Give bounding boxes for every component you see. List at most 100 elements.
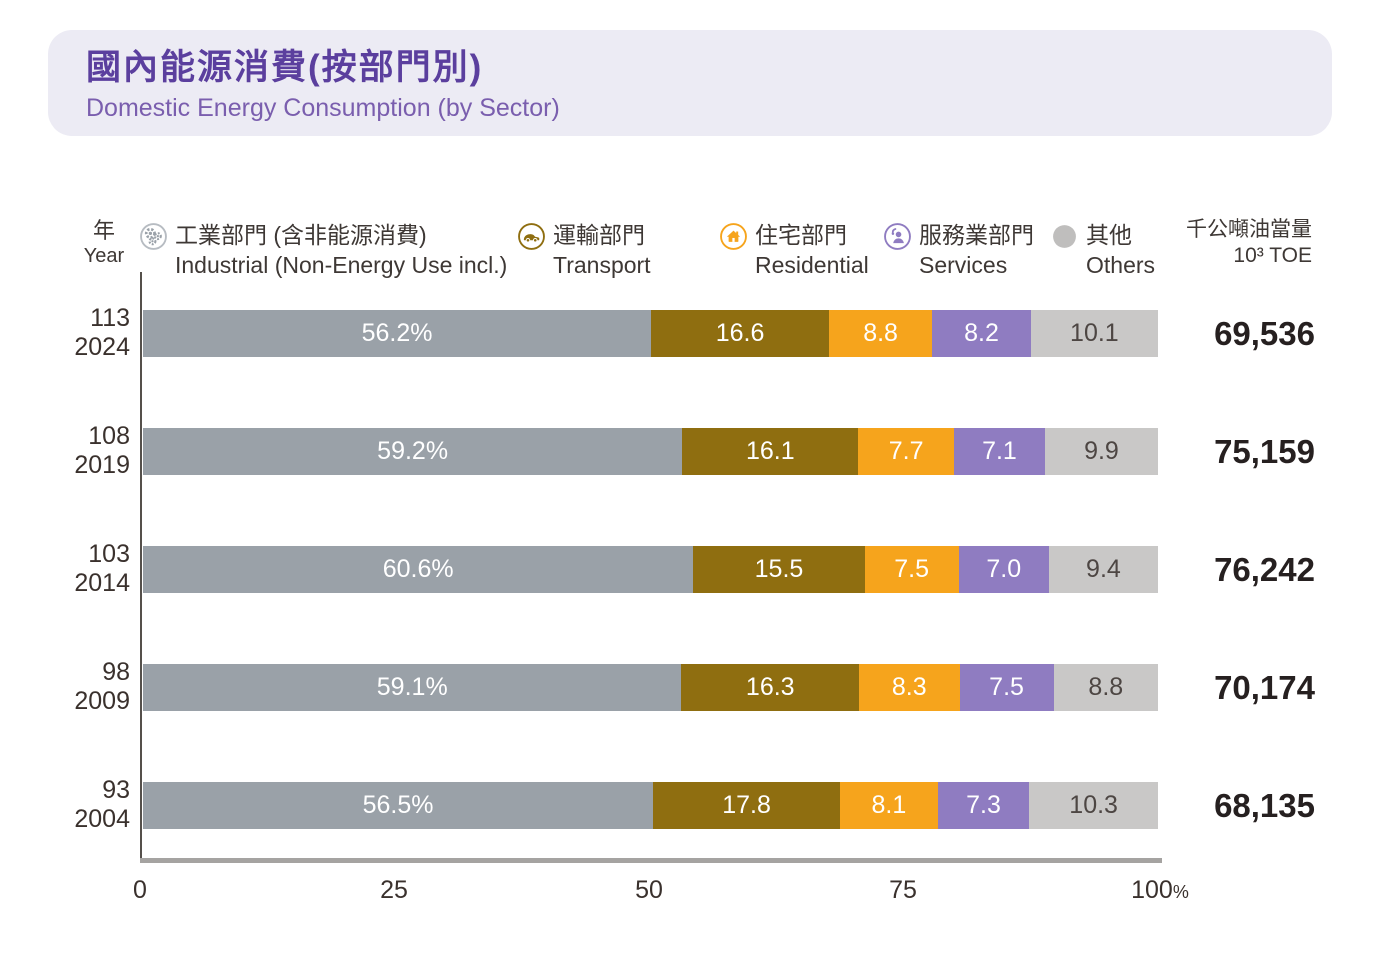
year-roc: 108 [88,422,130,450]
bar-segment-services: 7.3 [937,782,1030,829]
legend-item-industrial: 工業部門 (含非能源消費) Industrial (Non-Energy Use… [140,221,507,280]
legend-label-services: 服務業部門 Services [919,221,1034,280]
legend-label-residential: 住宅部門 Residential [755,221,869,280]
chart-row-2009: 98 2009 59.1% 16.3 8.3 7.5 8.8 70,174 [0,658,1383,715]
year-label-2019: 108 2019 [38,422,130,480]
x-tick-50-label: 50 [635,876,663,904]
stacked-bar-2009: 59.1% 16.3 8.3 7.5 8.8 [143,664,1158,711]
legend-services-en: Services [919,252,1008,278]
bar-segment-industrial: 56.5% [143,782,654,829]
year-axis-caption: 年 Year [78,218,130,268]
bar-segment-industrial: 60.6% [143,546,694,593]
bar-segment-residential: 8.3 [859,664,960,711]
page-title-en: Domestic Energy Consumption (by Sector) [86,94,560,122]
bar-segment-services: 7.5 [959,664,1054,711]
unit-label: 千公噸油當量 10³ TOE [1186,217,1312,269]
x-tick-0: 0 [85,876,195,905]
legend-label-industrial: 工業部門 (含非能源消費) Industrial (Non-Energy Use… [175,221,507,280]
legend-services-zh: 服務業部門 [919,222,1034,248]
stacked-bar-2014: 60.6% 15.5 7.5 7.0 9.4 [143,546,1158,593]
y-axis-line [140,272,142,862]
legend-label-others: 其他 Others [1086,221,1155,280]
year-ad: 2014 [74,569,130,597]
year-axis-caption-en: Year [83,245,125,267]
year-roc: 103 [88,540,130,568]
bar-segment-others: 10.3 [1029,782,1158,829]
service-person-icon [884,223,911,250]
stacked-bar-2019: 59.2% 16.1 7.7 7.1 9.9 [143,428,1159,475]
x-tick-75: 75 [848,876,958,905]
page-title-zh: 國內能源消費(按部門別) [86,48,484,87]
legend-others-en: Others [1086,252,1156,278]
legend-item-transport: 運輸部門 Transport [518,221,651,280]
bar-segment-services: 7.1 [953,428,1045,475]
bar-segment-others: 9.9 [1044,428,1159,475]
house-icon [720,223,747,250]
x-tick-100: 100% [1105,876,1215,905]
year-label-2024: 113 2024 [38,304,130,362]
x-tick-50: 50 [594,876,704,905]
stacked-bar-2024: 56.2% 16.6 8.8 8.2 10.1 [143,310,1159,357]
bar-segment-residential: 7.7 [858,428,954,475]
legend-transport-en: Transport [553,252,651,278]
gears-icon [140,223,167,250]
year-roc: 113 [90,304,130,332]
year-label-2004: 93 2004 [38,776,130,834]
bar-segment-residential: 7.5 [864,546,959,593]
bar-segment-industrial: 59.2% [143,428,683,475]
legend-label-transport: 運輸部門 Transport [553,221,651,280]
legend-industrial-en: Industrial (Non-Energy Use incl.) [175,252,508,278]
year-axis-caption-zh: 年 [92,218,115,243]
bar-segment-residential: 8.1 [840,782,938,829]
x-tick-percent-sign: % [1172,882,1189,902]
gray-dot-icon [1053,225,1076,248]
bar-segment-industrial: 59.1% [143,664,682,711]
x-tick-25-label: 25 [380,876,408,904]
year-label-2009: 98 2009 [38,658,130,716]
legend-item-residential: 住宅部門 Residential [720,221,869,280]
bar-segment-transport: 16.3 [681,664,860,711]
legend-others-zh: 其他 [1086,222,1132,248]
year-label-2014: 103 2014 [38,540,130,598]
year-ad: 2009 [74,687,130,715]
total-value-2009: 70,174 [1214,669,1315,706]
bar-segment-transport: 16.1 [682,428,859,475]
x-tick-0-label: 0 [133,876,147,904]
x-axis-line [140,858,1162,863]
legend-residential-zh: 住宅部門 [755,222,847,248]
chart-row-2019: 108 2019 59.2% 16.1 7.7 7.1 9.9 75,159 [0,422,1383,479]
unit-label-en: 10³ TOE [1233,244,1312,267]
bar-segment-others: 8.8 [1053,664,1158,711]
chart-row-2004: 93 2004 56.5% 17.8 8.1 7.3 10.3 68,135 [0,776,1383,833]
bar-segment-services: 7.0 [958,546,1049,593]
unit-label-zh: 千公噸油當量 [1186,218,1312,241]
bar-segment-services: 8.2 [932,310,1031,357]
x-tick-75-label: 75 [889,876,917,904]
year-ad: 2004 [74,805,130,833]
car-icon [518,223,545,250]
legend-industrial-zh: 工業部門 (含非能源消費) [175,222,427,248]
year-ad: 2019 [74,451,130,479]
stacked-bar-2004: 56.5% 17.8 8.1 7.3 10.3 [143,782,1158,829]
legend-item-services: 服務業部門 Services [884,221,1034,280]
bar-segment-others: 10.1 [1030,310,1159,357]
bar-segment-industrial: 56.2% [143,310,652,357]
year-ad: 2024 [74,333,130,361]
chart-row-2024: 113 2024 56.2% 16.6 8.8 8.2 10.1 69,536 [0,304,1383,361]
total-value-2004: 68,135 [1214,787,1315,824]
bar-segment-residential: 8.8 [828,310,933,357]
x-tick-25: 25 [339,876,449,905]
bar-segment-others: 9.4 [1048,546,1158,593]
header-card: 國內能源消費(按部門別) Domestic Energy Consumption… [48,30,1332,136]
year-roc: 93 [102,776,130,804]
total-value-2024: 69,536 [1214,315,1315,352]
x-tick-100-label: 100 [1131,876,1173,904]
bar-segment-transport: 15.5 [693,546,865,593]
legend-transport-zh: 運輸部門 [553,222,645,248]
bar-segment-transport: 16.6 [651,310,829,357]
total-value-2014: 76,242 [1214,551,1315,588]
chart-row-2014: 103 2014 60.6% 15.5 7.5 7.0 9.4 76,242 [0,540,1383,597]
total-value-2019: 75,159 [1214,433,1315,470]
legend-item-others: 其他 Others [1051,221,1155,280]
